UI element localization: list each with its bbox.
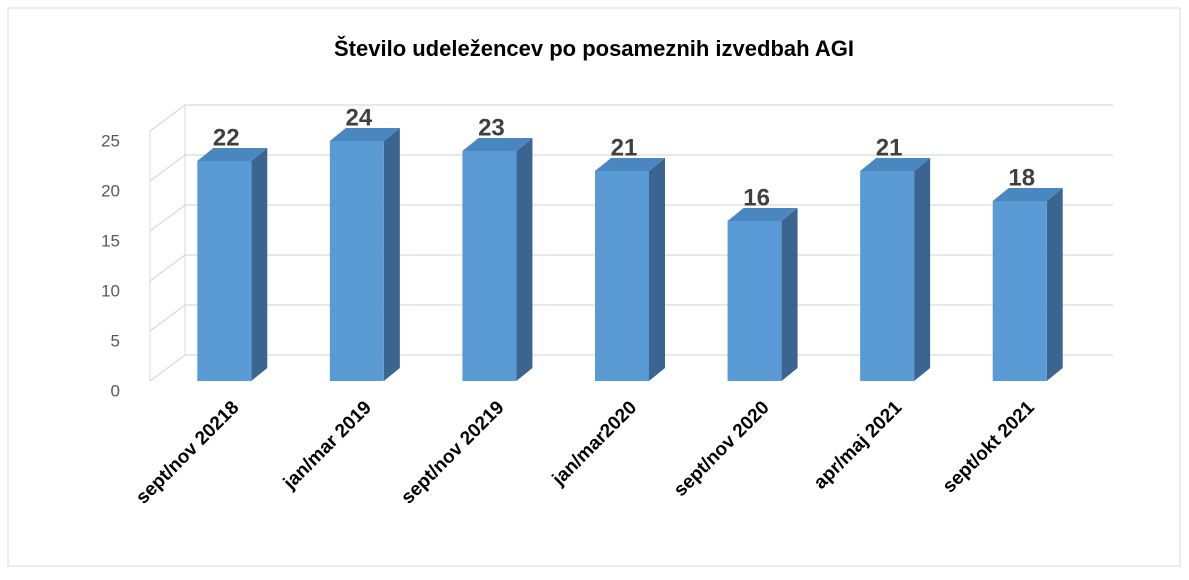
bar-top [727, 208, 798, 221]
data-label: 24 [346, 104, 373, 131]
bar [992, 201, 1047, 381]
data-label: 23 [478, 114, 505, 141]
y-tick-label: 20 [101, 181, 120, 200]
bar-top [992, 188, 1063, 201]
chart-title: Število udeležencev po posameznih izvedb… [334, 36, 854, 61]
bar [329, 141, 384, 381]
bar-side [781, 208, 798, 381]
bar-top [595, 158, 665, 171]
y-tick-label: 0 [111, 381, 120, 400]
grid-line [149, 104, 1113, 132]
bar-side [649, 158, 665, 381]
bar-top [462, 138, 533, 151]
y-tick-label: 5 [111, 331, 120, 350]
bar-side [251, 148, 268, 381]
grid-line [149, 254, 1113, 282]
bar-top [860, 158, 931, 171]
bar-top [197, 148, 268, 161]
data-label: 22 [213, 124, 240, 151]
y-tick-label: 25 [101, 131, 120, 150]
bar [727, 221, 782, 381]
bar-side [516, 138, 533, 381]
grid-line [149, 304, 1113, 332]
bar-side [383, 128, 400, 381]
grid-line [149, 354, 1113, 382]
data-label: 21 [876, 134, 903, 161]
grid-line [149, 154, 1113, 182]
y-tick-label: 10 [101, 281, 120, 300]
bar [197, 161, 252, 381]
data-label: 21 [611, 134, 638, 161]
bar [595, 171, 649, 381]
bar-top [329, 128, 400, 141]
data-label: 16 [743, 184, 770, 211]
grid-line [149, 204, 1113, 232]
bar-side [1046, 188, 1063, 381]
bar [462, 151, 517, 381]
bar-side [914, 158, 931, 381]
data-label: 18 [1008, 164, 1035, 191]
y-tick-label: 15 [101, 231, 120, 250]
bar [860, 171, 915, 381]
